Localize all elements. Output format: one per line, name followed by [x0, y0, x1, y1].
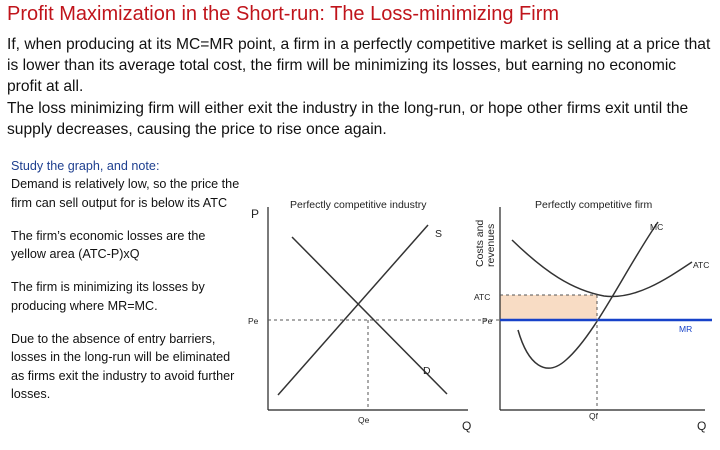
firm-quantity-label: Qf: [589, 411, 599, 421]
intro-paragraph-2: The loss minimizing firm will either exi…: [7, 99, 689, 138]
mc-curve: [517, 221, 659, 369]
firm-y-axis-label-line1: Costs and: [474, 220, 486, 267]
firm-x-axis-label: Q: [697, 419, 706, 433]
intro-paragraph-1: If, when producing at its MC=MR point, a…: [7, 36, 711, 96]
industry-quantity-label: Qe: [358, 415, 370, 425]
firm-graph: Perfectly competitive firm Costs and rev…: [474, 199, 712, 433]
note-losses: The firm’s economic losses are the yello…: [11, 228, 206, 262]
industry-graph: Perfectly competitive industry P Q S D P…: [248, 199, 590, 433]
intro-text: If, when producing at its MC=MR point, a…: [7, 34, 713, 140]
atc-curve-label: ATC: [693, 260, 709, 270]
notes-heading: Study the graph, and note:: [11, 159, 160, 173]
industry-price-label: Pe: [248, 316, 259, 326]
firm-price-label: Pe: [482, 316, 493, 326]
firm-graph-title: Perfectly competitive firm: [535, 199, 653, 211]
loss-area: [500, 295, 597, 320]
slide-title: Profit Maximization in the Short-run: Th…: [7, 3, 560, 25]
supply-curve: [277, 224, 429, 396]
note-demand: Demand is relatively low, so the price t…: [11, 177, 240, 210]
demand-curve: [291, 236, 448, 395]
atc-curve: [511, 239, 693, 298]
demand-label: D: [423, 365, 431, 377]
industry-x-axis-label: Q: [462, 419, 471, 433]
firm-y-axis-label-line2: revenues: [485, 224, 497, 267]
note-entry-barriers: Due to the absence of entry barriers, lo…: [11, 332, 235, 401]
supply-label: S: [435, 228, 442, 240]
study-notes: Study the graph, and note: Demand is rel…: [11, 157, 243, 403]
firm-atc-axis-label: ATC: [474, 292, 490, 302]
note-mr-mc: The firm is minimizing its losses by pro…: [11, 280, 205, 313]
industry-graph-title: Perfectly competitive industry: [290, 199, 427, 211]
industry-y-axis-label: P: [251, 207, 259, 221]
mc-label: MC: [650, 222, 663, 232]
mr-label: MR: [679, 324, 692, 334]
